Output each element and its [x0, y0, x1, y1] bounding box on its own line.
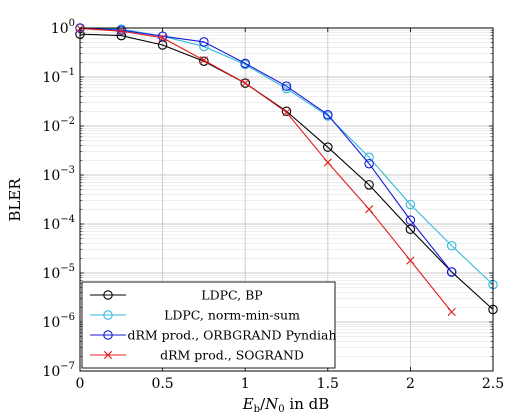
data-point: [103, 310, 113, 320]
y-tick-label: 10−7: [42, 361, 75, 380]
cross-stroke: [158, 33, 167, 42]
legend-label: dRM prod., ORBGRAND Pyndiah: [127, 328, 336, 343]
x-tick-labels: 0 0.5 1 1.5 2 2.5: [76, 376, 505, 392]
series-3: [75, 23, 457, 277]
x-tick-label: 1: [241, 376, 250, 392]
series-line: [79, 27, 453, 313]
data-point: [281, 81, 292, 91]
data-point: [446, 267, 457, 277]
cross-stroke: [103, 350, 113, 360]
data-point: [364, 180, 374, 190]
x-tick-label: 0: [76, 376, 85, 392]
legend-box: [81, 281, 336, 369]
cross-stroke: [406, 256, 415, 265]
legend: LDPC, BP LDPC, norm-min-sum dRM prod., ORB…: [81, 281, 337, 369]
y-tick-label: 10−5: [42, 263, 75, 282]
x-tick-label: 2.5: [482, 376, 504, 392]
y-axis-title: BLER: [6, 178, 24, 222]
y-tick-label: 10−1: [42, 67, 75, 86]
data-point: [199, 56, 208, 65]
x-axis-title: Eb/N0 in dB: [242, 395, 330, 415]
cross-stroke: [199, 56, 208, 65]
y-tick-labels: 100 10−1 10−2 10−3 10−4 10−5 10−6 10−7: [42, 18, 75, 380]
data-point: [199, 56, 209, 66]
plot-frame: [79, 27, 494, 372]
data-point: [365, 205, 374, 214]
legend-item-1: LDPC, BP: [90, 288, 263, 303]
series-4: [75, 24, 456, 317]
series-layer: [75, 23, 498, 317]
data-point: [103, 290, 113, 300]
cross-stroke: [323, 158, 332, 167]
data-point: [364, 158, 374, 169]
data-point: [241, 79, 250, 88]
y-tick-label: 10−3: [42, 165, 75, 184]
cross-stroke: [447, 307, 456, 317]
data-point: [157, 31, 168, 41]
legend-item-3: dRM prod., ORBGRAND Pyndiah: [90, 328, 337, 343]
cross-stroke: [241, 79, 250, 88]
legend-label: dRM prod., SOGRAND: [160, 348, 304, 363]
data-point: [199, 37, 209, 47]
data-point: [447, 307, 456, 317]
data-point: [405, 215, 416, 225]
legend-item-4: dRM prod., SOGRAND: [90, 348, 304, 363]
data-point: [323, 142, 333, 152]
data-point: [116, 25, 127, 35]
cross-stroke: [117, 27, 126, 36]
y-tick-label: 10−4: [42, 214, 75, 233]
x-tick-label: 2: [406, 376, 415, 392]
data-point: [117, 27, 126, 36]
x-tick-label: 1.5: [317, 376, 339, 392]
data-point: [158, 33, 167, 42]
data-point: [405, 224, 416, 235]
data-point: [405, 199, 416, 210]
cross-stroke: [365, 205, 374, 214]
series-line: [79, 27, 453, 273]
data-point: [282, 108, 291, 117]
y-tick-label: 10−2: [42, 116, 75, 135]
data-point: [281, 106, 292, 116]
data-point: [103, 350, 113, 360]
legend-item-2: LDPC, norm-min-sum: [90, 308, 300, 323]
series-line: [79, 33, 494, 310]
data-point: [103, 330, 113, 340]
y-tick-label: 100: [51, 18, 75, 37]
data-point: [446, 240, 457, 251]
data-point: [240, 78, 250, 88]
data-point: [323, 109, 333, 120]
x-tick-label: 0.5: [151, 376, 173, 392]
legend-label: LDPC, norm-min-sum: [164, 308, 300, 323]
data-point: [323, 158, 332, 167]
data-point: [364, 152, 374, 163]
data-point: [240, 58, 250, 69]
series-1: [75, 29, 498, 315]
cross-stroke: [282, 108, 291, 117]
data-point: [406, 256, 415, 265]
y-tick-label: 10−6: [42, 312, 75, 331]
legend-label: LDPC, BP: [201, 288, 262, 303]
